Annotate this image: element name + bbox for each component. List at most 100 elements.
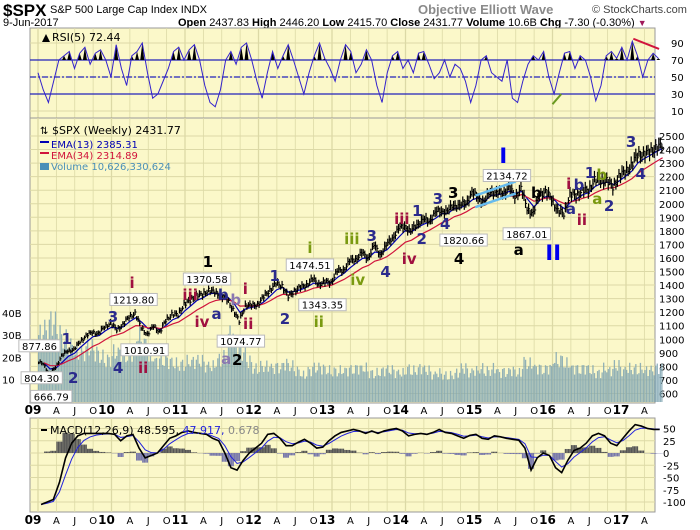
elliott-wave-label: 3 — [366, 227, 376, 245]
volume-bar — [166, 357, 168, 402]
volume-bar — [647, 376, 649, 402]
volume-bar — [116, 355, 118, 402]
volume-bar — [661, 363, 663, 402]
macd-histogram-bar — [491, 451, 493, 453]
elliott-wave-label: 3 — [433, 190, 443, 208]
macd-histogram-bar — [227, 453, 230, 467]
volume-bar — [270, 363, 273, 402]
volume-bar — [168, 369, 170, 402]
volume-bar — [629, 362, 631, 402]
macd-histogram-bar — [479, 453, 481, 455]
macd-histogram-bar — [400, 453, 403, 454]
volume-bar — [374, 376, 377, 402]
macd-histogram-bar — [564, 448, 567, 453]
volume-bar — [256, 373, 259, 402]
macd-histogram-bar — [318, 453, 320, 457]
macd-histogram-bar — [534, 453, 536, 454]
volume-bar — [212, 360, 214, 402]
macd-histogram-bar — [255, 447, 257, 453]
volume-bar — [87, 339, 89, 402]
x-axis-top-label: 11 — [172, 403, 189, 417]
volume-bar — [276, 362, 279, 402]
macd-histogram-bar — [82, 444, 84, 453]
volume-bar — [491, 369, 493, 402]
x-axis-top-label: J — [587, 406, 591, 417]
price-tick-label: 2500 — [659, 132, 684, 143]
macd-histogram-bar — [214, 453, 216, 456]
macd-histogram-bar — [298, 452, 300, 453]
volume-bar — [336, 376, 338, 402]
macd-histogram-bar — [315, 453, 317, 457]
legend-label: EMA(13) 2385.31 — [51, 140, 138, 151]
macd-histogram-bar — [552, 453, 554, 461]
volume-bar — [263, 371, 265, 402]
macd-histogram-bar — [446, 453, 449, 454]
volume-bar — [414, 372, 416, 402]
volume-bar — [54, 311, 57, 402]
volume-bar — [577, 365, 579, 402]
volume-bar — [185, 366, 187, 402]
rsi-line — [37, 39, 659, 108]
price-callout-label: 877.86 — [22, 342, 57, 353]
x-axis-bottom-label: 14 — [392, 513, 409, 527]
macd-histogram-bar — [83, 444, 86, 453]
volume-bar — [211, 371, 213, 402]
macd-histogram-bar — [485, 453, 487, 455]
channel-line — [474, 180, 517, 197]
copyright[interactable]: © StockCharts.com — [592, 4, 687, 16]
volume-bar — [298, 369, 300, 402]
elliott-wave-label: ii — [314, 313, 324, 331]
macd-histogram-bar — [636, 446, 639, 453]
elliott-wave-label: ii — [243, 315, 253, 333]
volume-bar — [411, 374, 413, 402]
macd-histogram-bar — [278, 453, 280, 454]
macd-histogram-bar — [218, 453, 221, 456]
price-tick-label: 1500 — [659, 268, 684, 279]
symbol: $SPX — [3, 1, 47, 20]
macd-histogram-bar — [108, 452, 110, 453]
price-callout-label: 804.30 — [24, 374, 59, 385]
macd-histogram-bar — [384, 452, 386, 453]
volume-bar — [94, 361, 96, 402]
volume-bar — [430, 371, 432, 402]
macd-histogram-bar — [445, 453, 447, 454]
price-tick-label: 1800 — [659, 227, 684, 238]
rsi-tick-label: 10 — [671, 107, 684, 118]
legend-swatch — [40, 141, 49, 143]
x-axis-bottom-label: O — [89, 516, 97, 527]
price-callout-box — [182, 272, 232, 286]
macd-histogram-bar — [305, 450, 308, 453]
volume-bar — [42, 334, 44, 402]
volume-bar — [255, 363, 257, 402]
macd-histogram-bar — [76, 439, 78, 453]
volume-bar — [630, 369, 632, 402]
macd-histogram-bar — [175, 448, 178, 453]
volume-bar — [129, 349, 132, 402]
price-callout-box — [216, 334, 266, 348]
volume-bar — [85, 346, 87, 402]
volume-bar — [229, 325, 231, 402]
volume-bar — [506, 374, 508, 402]
macd-histogram-bar — [468, 452, 470, 453]
volume-bar — [515, 376, 518, 402]
volume-bar — [261, 366, 263, 402]
volume-bar — [645, 366, 648, 402]
macd-histogram-bar — [492, 451, 495, 453]
macd-histogram-bar — [59, 441, 61, 453]
volume-bar — [198, 363, 201, 402]
x-axis-bottom-label: 09 — [25, 513, 42, 527]
macd-histogram-bar — [100, 451, 103, 453]
macd-histogram-bar — [188, 449, 190, 453]
x-axis-top-label: O — [310, 406, 318, 417]
macd-histogram-bar — [578, 447, 580, 453]
volume-bar — [609, 367, 611, 402]
macd-histogram-bar — [452, 453, 455, 454]
price-tick-label: 1200 — [659, 308, 684, 319]
macd-histogram-bar — [215, 453, 218, 456]
macd-histogram-bar — [290, 453, 293, 456]
volume-bar — [488, 370, 490, 402]
x-axis-bottom-label: O — [163, 516, 171, 527]
elliott-wave-label: 2 — [416, 230, 426, 248]
macd-histogram-bar — [388, 451, 391, 453]
macd-histogram-bar — [609, 453, 611, 457]
